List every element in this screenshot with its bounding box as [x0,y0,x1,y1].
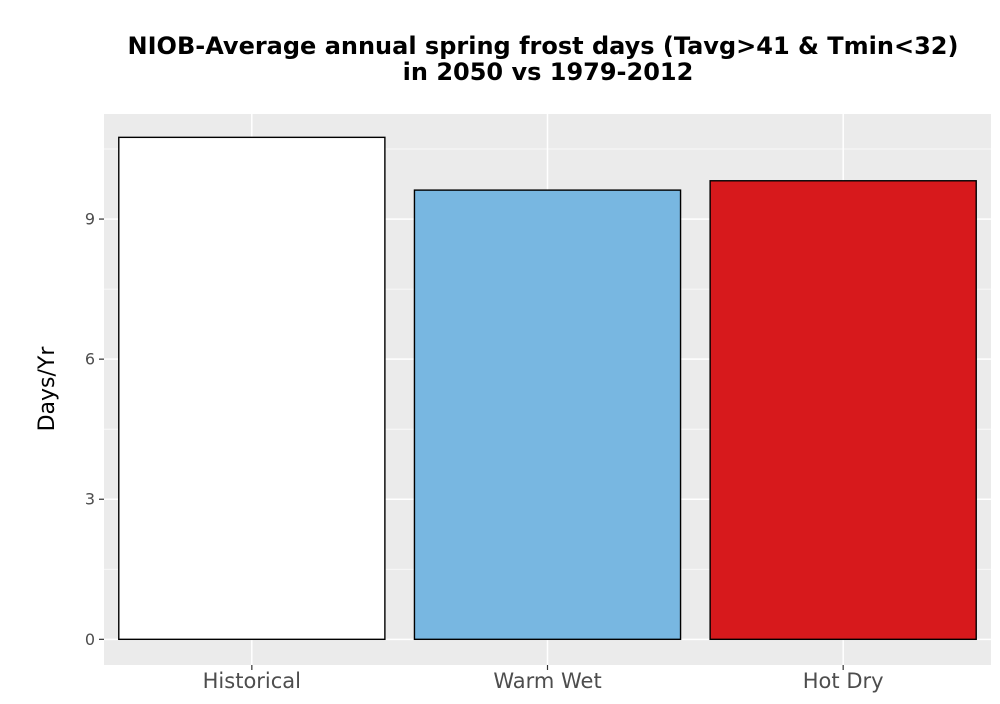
chart-title: NIOB-Average annual spring frost days (T… [128,32,959,60]
bar-hot-dry [709,180,977,641]
chart-subtitle: in 2050 vs 1979-2012 [403,58,694,86]
bar-warm-wet [413,189,682,641]
y-tick-label: 0 [85,630,95,649]
bar-historical [118,136,386,641]
y-axis-label: Days/Yr [35,346,60,432]
y-tick-label: 9 [85,210,95,229]
y-tick-label: 6 [85,350,95,369]
x-tick-label: Historical [203,669,301,693]
y-tick-label: 3 [85,490,95,509]
x-tick-label: Hot Dry [803,669,884,693]
x-tick-label: Warm Wet [493,669,601,693]
plot-area: 0 3 6 9 Historical Warm Wet Hot Dry [85,114,991,693]
